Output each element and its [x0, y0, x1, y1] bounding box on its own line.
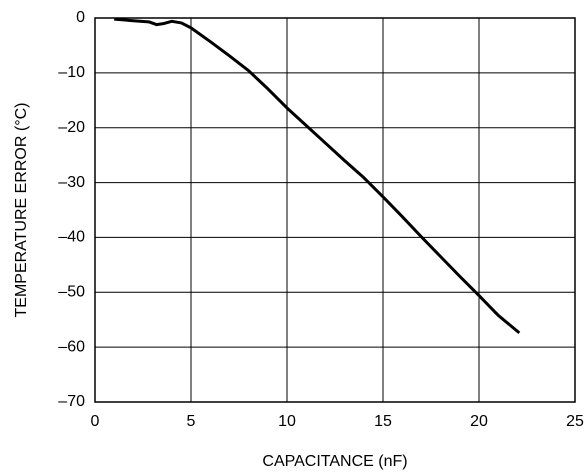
y-tick-label: –40	[58, 229, 85, 246]
y-tick-label: –70	[58, 393, 85, 410]
y-tick-label: –30	[58, 174, 85, 191]
x-axis-label: CAPACITANCE (nF)	[262, 453, 407, 470]
x-tick-label: 10	[278, 413, 296, 430]
x-tick-label: 5	[187, 413, 196, 430]
y-tick-label: –10	[58, 64, 85, 81]
plot-frame	[94, 17, 576, 403]
y-tick-label: –50	[58, 284, 85, 301]
data-line	[114, 17, 521, 335]
y-tick-label: –20	[58, 119, 85, 136]
x-tick-label: 25	[566, 413, 584, 430]
x-tick-label: 0	[91, 413, 100, 430]
y-tick-label: 0	[76, 9, 85, 26]
x-tick-label: 15	[374, 413, 392, 430]
y-tick-label: –60	[58, 338, 85, 355]
y-axis-label: TEMPERATURE ERROR (°C)	[13, 103, 30, 318]
x-tick-label: 20	[470, 413, 488, 430]
